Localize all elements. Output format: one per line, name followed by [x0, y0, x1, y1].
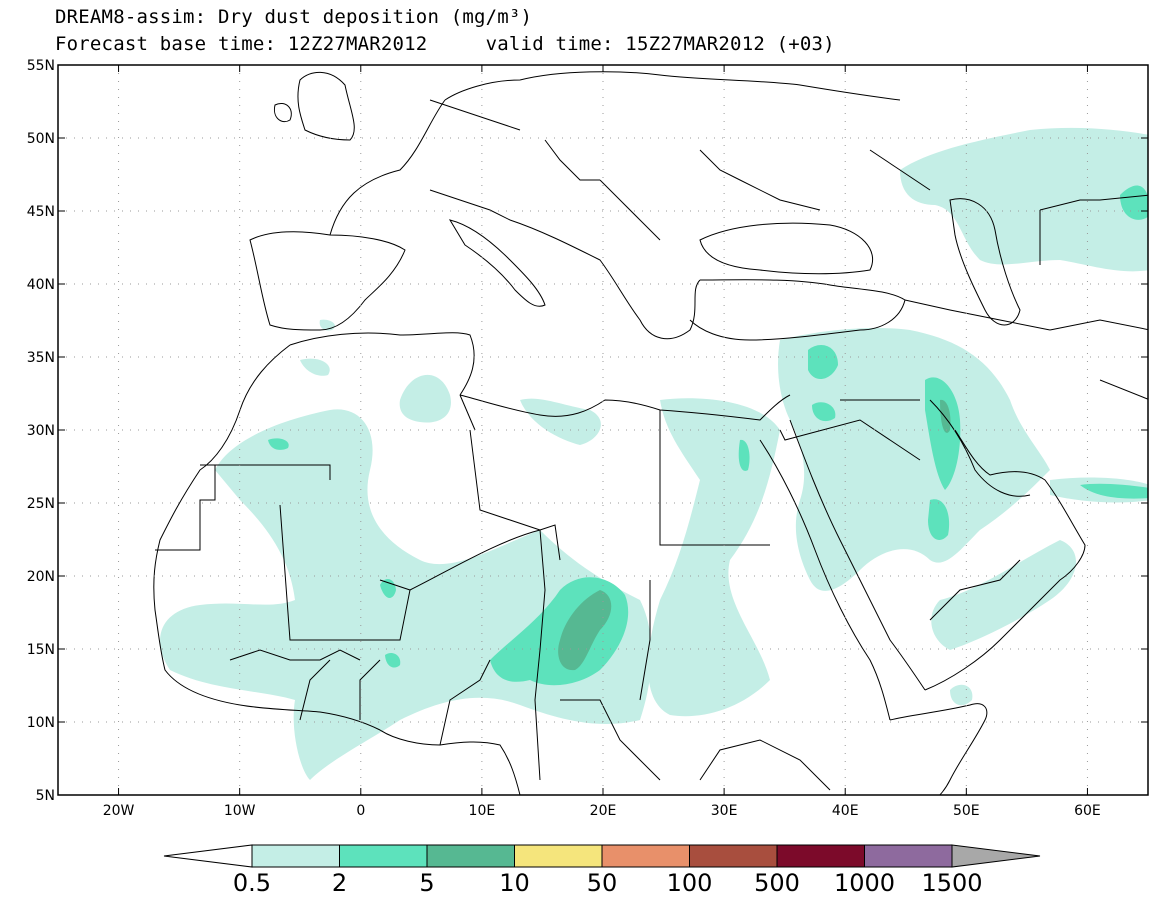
lat-tick-label: 55N — [27, 58, 55, 74]
lat-tick-label: 15N — [27, 642, 55, 658]
colorbar-swatch — [864, 844, 953, 868]
colorbar-swatch — [339, 844, 428, 868]
lon-tick-label: 40E — [832, 803, 859, 819]
colorbar-level-label: 2 — [332, 869, 347, 897]
colorbar-level-label: 500 — [754, 869, 800, 897]
map-title: DREAM8-assim: Dry dust deposition (mg/m³… — [55, 6, 533, 28]
lat-tick-label: 20N — [27, 569, 55, 585]
colorbar-under-triangle — [163, 844, 253, 868]
colorbar: 0.5 2 5 10 50 100 500 1000 1500 — [163, 844, 1041, 897]
colorbar-swatch — [251, 844, 340, 868]
colorbar-swatch — [601, 844, 690, 868]
lat-tick-label: 25N — [27, 496, 55, 512]
lat-tick-label: 45N — [27, 204, 55, 220]
colorbar-swatch — [426, 844, 515, 868]
forecast-time-subtitle: Forecast base time: 12Z27MAR2012 valid t… — [55, 33, 835, 55]
colorbar-level-label: 10 — [499, 869, 530, 897]
gridlines — [58, 65, 1148, 795]
lon-tick-label: 10W — [224, 803, 256, 819]
dust-level-medium — [268, 185, 1148, 686]
colorbar-level-label: 5 — [419, 869, 434, 897]
colorbar-level-label: 100 — [667, 869, 713, 897]
colorbar-swatch — [776, 844, 865, 868]
lon-tick-label: 0 — [356, 803, 365, 819]
axis-ticks: 55N 50N 45N 40N 35N 30N 25N 20N 15N 10N 5N 20W 10W 0 1… — [27, 58, 1148, 819]
colorbar-level-label: 1000 — [834, 869, 895, 897]
dust-deposition-fields — [160, 127, 1148, 780]
colorbar-level-label: 50 — [587, 869, 618, 897]
lat-tick-label: 50N — [27, 131, 55, 147]
lat-tick-label: 30N — [27, 423, 55, 439]
lat-tick-label: 40N — [27, 277, 55, 293]
lon-tick-label: 60E — [1074, 803, 1101, 819]
lat-tick-label: 35N — [27, 350, 55, 366]
colorbar-level-label: 1500 — [921, 869, 982, 897]
colorbar-swatch — [689, 844, 778, 868]
lon-tick-label: 50E — [953, 803, 980, 819]
colorbar-over-triangle — [951, 844, 1041, 868]
lat-tick-label: 5N — [36, 788, 55, 804]
lon-tick-label: 10E — [469, 803, 496, 819]
lon-tick-label: 20W — [103, 803, 135, 819]
lon-tick-label: 30E — [711, 803, 738, 819]
colorbar-level-label: 0.5 — [233, 869, 271, 897]
lat-tick-label: 10N — [27, 715, 55, 731]
dust-level-light — [160, 127, 1148, 780]
dust-level-dense — [558, 399, 951, 671]
lon-tick-label: 20E — [590, 803, 617, 819]
colorbar-swatch — [514, 844, 603, 868]
coastlines-and-borders — [153, 71, 1148, 795]
